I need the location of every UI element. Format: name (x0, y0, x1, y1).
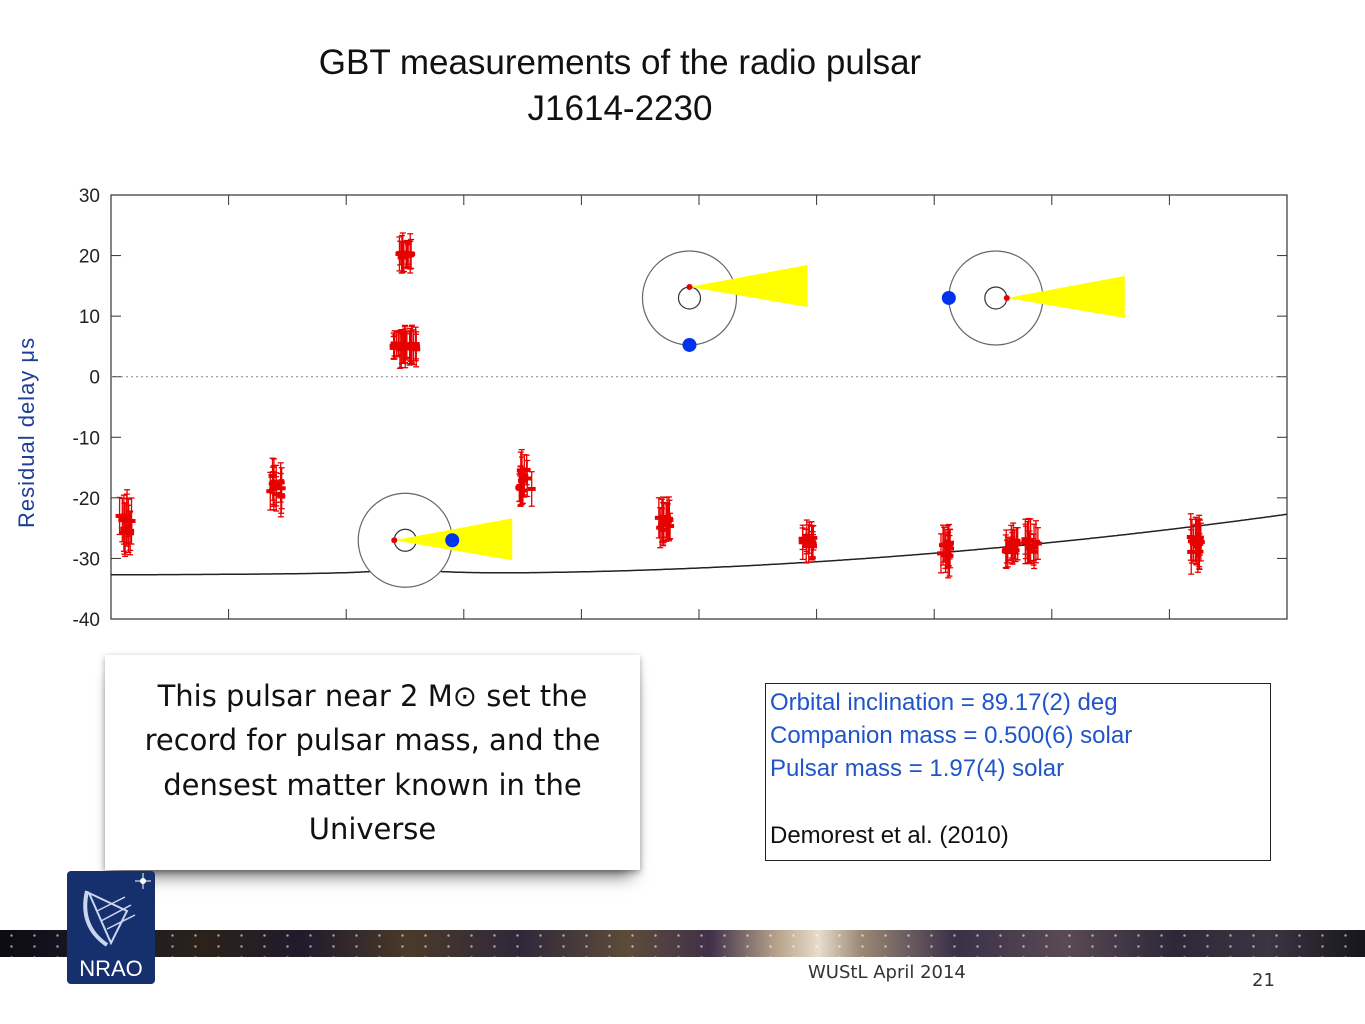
y-tick-label: 30 (79, 186, 100, 207)
beam-cone (689, 264, 808, 307)
data-point (277, 486, 286, 491)
data-point (945, 540, 954, 545)
data-point (654, 515, 663, 520)
inclination-line: Orbital inclination = 89.17(2) deg (770, 689, 1118, 716)
banner-stars (0, 930, 1365, 957)
pulsar-dot (686, 283, 693, 290)
data-point (268, 481, 277, 486)
logo-text: NRAO (79, 956, 143, 981)
data-point (1024, 538, 1033, 543)
data-point (405, 346, 414, 351)
slide-title: GBT measurements of the radio pulsar J16… (240, 40, 1000, 132)
data-point (519, 479, 528, 484)
data-point (1009, 538, 1018, 543)
data-point (122, 518, 131, 523)
pulsar-dot (1003, 294, 1010, 301)
data-point (124, 523, 133, 528)
data-point (412, 347, 421, 352)
title-line-1: GBT measurements of the radio pulsar (318, 43, 922, 82)
inner-orbit (984, 286, 1008, 310)
data-point (400, 342, 409, 347)
data-point (409, 345, 418, 350)
data-point (666, 523, 675, 528)
data-point (269, 486, 278, 491)
data-point (1002, 549, 1011, 554)
data-point (527, 486, 536, 491)
beam-cone (1006, 275, 1125, 318)
inner-orbit (677, 286, 702, 310)
companion-dot (682, 337, 697, 352)
y-tick-label: -40 (73, 610, 100, 631)
residual-delay-chart: 30 20 10 0 -10 -20 -30 -40 (73, 186, 1288, 631)
data-point (1025, 544, 1034, 549)
data-point (662, 519, 671, 524)
companion-dot (445, 533, 460, 548)
galaxy-banner (0, 930, 1365, 957)
data-point (1192, 539, 1201, 544)
pulsar-dot (391, 537, 398, 544)
data-point (115, 513, 124, 518)
radio-dish-icon: NRAO (79, 873, 151, 981)
data-point (398, 250, 407, 255)
data-point (276, 493, 285, 498)
data-point (802, 544, 811, 549)
data-point (1033, 541, 1042, 546)
callout-text: This pulsar near 2 M⊙ set the record for… (144, 678, 601, 847)
data-point (1008, 545, 1017, 550)
data-point (807, 537, 816, 542)
data-point (1010, 542, 1019, 547)
y-tick-label: 0 (89, 368, 100, 389)
data-point (943, 552, 952, 557)
y-tick-label: -20 (73, 489, 100, 510)
nrao-logo: NRAO (67, 871, 155, 984)
data-point (518, 488, 527, 493)
page-number: 21 (1252, 970, 1275, 991)
data-point (395, 347, 404, 352)
y-tick-label: 10 (79, 307, 100, 328)
data-point (1030, 544, 1039, 549)
data-point (127, 519, 136, 524)
orbit-parameters-box: Orbital inclination = 89.17(2) deg Compa… (765, 683, 1271, 861)
data-point (121, 527, 130, 532)
data-point (119, 530, 128, 535)
callout-box: This pulsar near 2 M⊙ set the record for… (105, 655, 640, 870)
y-axis-label: Residual delay μs (14, 336, 39, 528)
data-point (656, 525, 665, 530)
data-point (404, 254, 413, 259)
model-curve (111, 513, 1288, 576)
data-point (399, 255, 408, 260)
title-line-2: J1614-2230 (527, 89, 713, 128)
data-point (126, 531, 135, 536)
pulsar-mass-line: Pulsar mass = 1.97(4) solar (770, 755, 1065, 782)
companion-dot (941, 290, 956, 305)
footer-text: WUStL April 2014 (808, 962, 966, 983)
y-tick-label: -30 (73, 549, 100, 570)
data-point (1187, 549, 1196, 554)
data-point (936, 551, 945, 556)
y-tick-label: 20 (79, 247, 100, 268)
data-point (1196, 540, 1205, 545)
citation: Demorest et al. (2010) (770, 822, 1009, 849)
data-point (266, 489, 275, 494)
data-point (659, 522, 668, 527)
data-point (940, 542, 949, 547)
data-point (523, 476, 532, 481)
data-point (1011, 548, 1020, 553)
data-point (1193, 536, 1202, 541)
data-point (798, 540, 807, 545)
data-point (407, 343, 416, 348)
y-tick-label: -10 (73, 428, 100, 449)
data-point (1187, 539, 1196, 544)
companion-mass-line: Companion mass = 0.500(6) solar (770, 722, 1133, 749)
data-point (663, 515, 672, 520)
